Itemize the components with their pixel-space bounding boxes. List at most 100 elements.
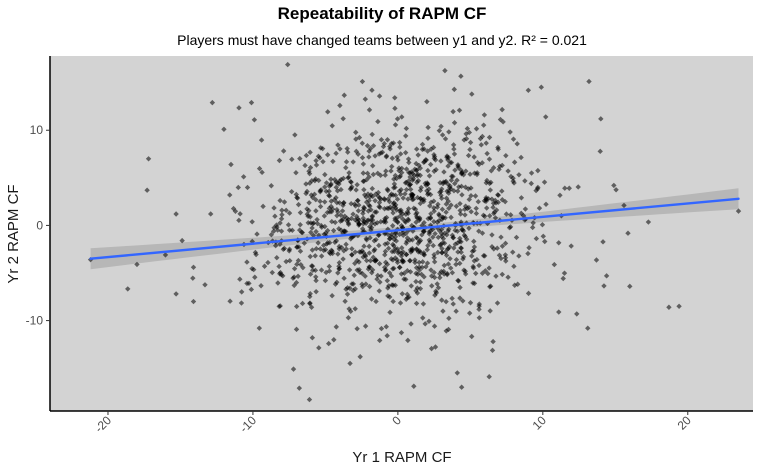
data-point [362, 323, 369, 329]
data-point [431, 252, 437, 258]
data-point [428, 345, 435, 352]
data-point [240, 174, 247, 180]
data-point [503, 211, 510, 217]
data-point [480, 212, 487, 219]
data-point [351, 272, 357, 279]
data-point [508, 173, 514, 180]
data-point [502, 240, 509, 247]
data-point [479, 133, 486, 140]
data-point [452, 167, 458, 173]
data-point [244, 259, 250, 265]
data-point [451, 245, 457, 251]
data-point [428, 211, 434, 217]
data-point [303, 181, 309, 187]
data-point [518, 154, 524, 161]
data-point [301, 240, 308, 246]
data-point [416, 267, 422, 273]
data-point [382, 217, 388, 224]
data-point [603, 273, 610, 279]
data-point [457, 200, 463, 207]
data-point [451, 151, 458, 157]
data-point [308, 220, 314, 226]
data-point [486, 156, 493, 162]
data-point [336, 200, 343, 206]
data-point [437, 242, 443, 249]
data-point [307, 214, 313, 220]
data-point [370, 143, 377, 149]
data-point [460, 172, 467, 178]
data-point [392, 234, 399, 240]
data-point [418, 184, 424, 191]
data-point [498, 255, 504, 262]
data-point [476, 301, 482, 307]
data-point [333, 324, 340, 330]
data-point [507, 212, 514, 218]
data-point [431, 198, 437, 204]
data-point [485, 270, 491, 277]
data-point [369, 163, 376, 169]
data-point [513, 234, 520, 241]
data-point [409, 222, 415, 229]
data-point [376, 288, 382, 294]
data-point [533, 187, 539, 194]
data-point [393, 207, 400, 213]
data-point [426, 318, 432, 324]
data-point [425, 181, 431, 187]
data-point [313, 197, 319, 203]
data-point [322, 223, 328, 230]
data-point [412, 206, 419, 212]
data-point [317, 198, 323, 205]
data-point [505, 274, 511, 280]
data-point [379, 149, 386, 155]
data-point [442, 215, 448, 221]
data-point [522, 206, 529, 212]
data-point [502, 255, 509, 261]
data-point [391, 243, 397, 249]
data-point [337, 102, 343, 109]
data-point [445, 228, 451, 234]
data-point [419, 259, 426, 265]
data-point [471, 280, 478, 287]
data-point [372, 153, 378, 159]
data-point [221, 126, 227, 132]
data-point [353, 136, 359, 142]
data-point [489, 347, 496, 354]
data-point [353, 187, 359, 193]
data-point [307, 271, 314, 277]
data-point [345, 149, 351, 155]
data-point [340, 202, 346, 209]
data-point [451, 188, 457, 194]
data-point [428, 267, 434, 273]
data-point [335, 251, 341, 257]
data-point [510, 178, 516, 184]
data-point [448, 214, 454, 221]
data-point [427, 191, 434, 198]
data-point [458, 183, 465, 190]
data-point [340, 175, 347, 182]
data-point [408, 283, 414, 289]
data-point [535, 167, 541, 174]
data-point [404, 235, 411, 241]
data-point [397, 300, 404, 306]
data-point [173, 211, 179, 217]
data-point [520, 212, 527, 219]
data-point [390, 298, 396, 305]
data-point [518, 195, 525, 201]
data-point [490, 204, 496, 211]
data-point [367, 258, 374, 264]
data-point [420, 251, 427, 258]
data-point [325, 340, 332, 347]
data-point [295, 273, 301, 279]
data-point [498, 234, 504, 240]
data-point [384, 137, 391, 143]
data-point [227, 192, 233, 198]
data-point [302, 162, 308, 169]
data-point [359, 78, 366, 85]
data-point [473, 270, 479, 277]
data-point [362, 96, 369, 102]
data-point [403, 251, 410, 258]
data-point [454, 240, 461, 246]
data-point [354, 181, 360, 188]
data-point [385, 285, 391, 291]
